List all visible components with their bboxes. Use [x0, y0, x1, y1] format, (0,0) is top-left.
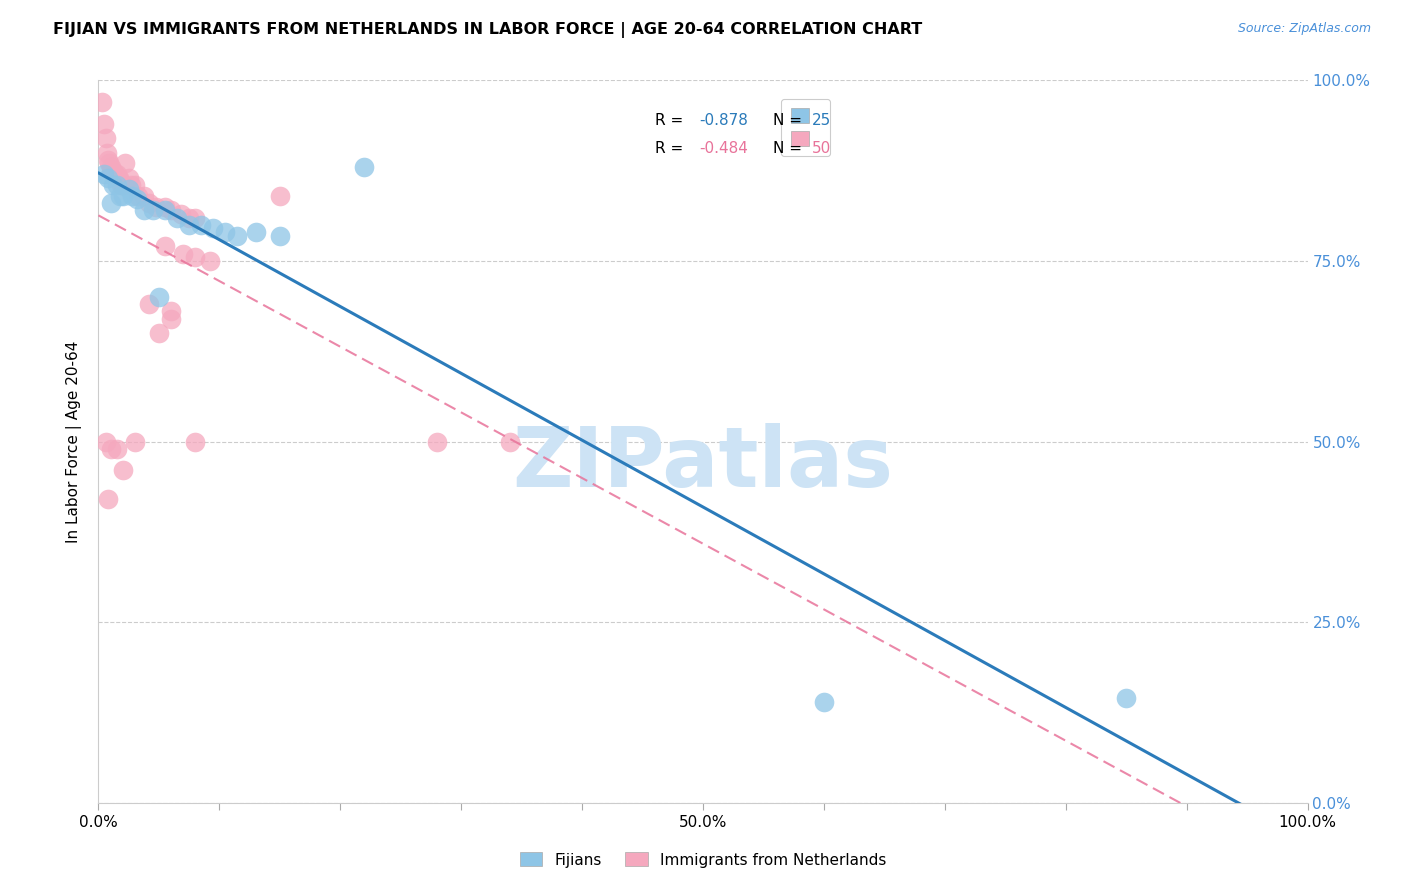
- Point: [110, 178, 132, 192]
- Point: [105, 442, 128, 456]
- Point: [94, 434, 117, 449]
- Point: [813, 695, 835, 709]
- Point: [138, 196, 160, 211]
- Point: [105, 178, 128, 192]
- Point: [153, 239, 176, 253]
- Text: N =: N =: [773, 142, 807, 156]
- Point: [142, 203, 165, 218]
- Text: -0.878: -0.878: [699, 112, 748, 128]
- Text: R =: R =: [655, 112, 688, 128]
- Point: [111, 463, 134, 477]
- Point: [134, 189, 156, 203]
- Point: [100, 196, 122, 211]
- Point: [426, 434, 449, 449]
- Point: [97, 492, 120, 507]
- Point: [179, 218, 201, 232]
- Point: [98, 156, 121, 170]
- Point: [124, 434, 146, 449]
- Point: [184, 211, 207, 225]
- Point: [148, 290, 170, 304]
- Point: [269, 228, 291, 243]
- Point: [124, 178, 146, 192]
- Point: [190, 218, 212, 232]
- Point: [269, 189, 291, 203]
- Point: [105, 167, 128, 181]
- Point: [160, 311, 183, 326]
- Point: [100, 442, 122, 456]
- Point: [134, 203, 156, 218]
- Point: [100, 163, 122, 178]
- Point: [121, 189, 143, 203]
- Text: FIJIAN VS IMMIGRANTS FROM NETHERLANDS IN LABOR FORCE | AGE 20-64 CORRELATION CHA: FIJIAN VS IMMIGRANTS FROM NETHERLANDS IN…: [53, 22, 922, 38]
- Point: [93, 117, 115, 131]
- Text: R =: R =: [655, 142, 688, 156]
- Point: [108, 170, 131, 185]
- Point: [226, 228, 249, 243]
- Point: [353, 160, 375, 174]
- Y-axis label: In Labor Force | Age 20-64: In Labor Force | Age 20-64: [66, 341, 83, 542]
- Point: [107, 170, 129, 185]
- Point: [153, 203, 176, 218]
- Point: [118, 170, 141, 185]
- Text: -0.484: -0.484: [699, 142, 748, 156]
- Point: [101, 178, 124, 192]
- Point: [184, 434, 207, 449]
- Text: 25: 25: [811, 112, 831, 128]
- Point: [101, 163, 124, 178]
- Point: [108, 174, 131, 188]
- Point: [179, 211, 201, 225]
- Point: [198, 253, 221, 268]
- Point: [120, 178, 142, 192]
- Point: [160, 304, 183, 318]
- Point: [145, 200, 167, 214]
- Point: [111, 178, 134, 192]
- Point: [93, 167, 115, 181]
- Point: [100, 160, 122, 174]
- Legend: , : ,: [782, 99, 830, 156]
- Point: [166, 211, 188, 225]
- Point: [104, 167, 127, 181]
- Point: [169, 207, 191, 221]
- Point: [184, 250, 207, 264]
- Point: [100, 163, 122, 178]
- Text: ZIPatlas: ZIPatlas: [513, 423, 893, 504]
- Point: [127, 193, 149, 207]
- Point: [103, 167, 125, 181]
- Point: [153, 200, 176, 214]
- Text: N =: N =: [773, 112, 807, 128]
- Point: [245, 225, 267, 239]
- Point: [172, 246, 194, 260]
- Point: [160, 203, 183, 218]
- Text: Source: ZipAtlas.com: Source: ZipAtlas.com: [1237, 22, 1371, 36]
- Point: [138, 297, 160, 311]
- Point: [148, 326, 170, 340]
- Point: [97, 153, 120, 167]
- Point: [114, 156, 136, 170]
- Legend: Fijians, Immigrants from Netherlands: Fijians, Immigrants from Netherlands: [513, 847, 893, 873]
- Point: [214, 225, 236, 239]
- Point: [498, 434, 520, 449]
- Point: [94, 131, 117, 145]
- Point: [111, 189, 134, 203]
- Point: [91, 95, 114, 109]
- Point: [108, 189, 131, 203]
- Point: [97, 170, 120, 185]
- Point: [96, 145, 118, 160]
- Point: [1115, 691, 1137, 706]
- Point: [127, 189, 149, 203]
- Point: [118, 182, 141, 196]
- Text: 50: 50: [811, 142, 831, 156]
- Point: [202, 221, 225, 235]
- Point: [112, 178, 135, 192]
